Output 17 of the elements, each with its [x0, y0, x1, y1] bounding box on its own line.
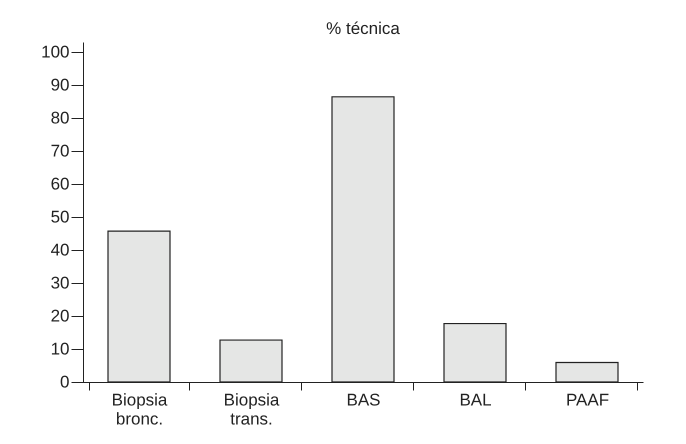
- y-tick-label: 20: [50, 306, 70, 326]
- y-tick-label: 60: [50, 174, 70, 194]
- y-tick-label: 50: [50, 207, 70, 226]
- y-tick-label: 80: [50, 108, 70, 128]
- x-tick-label: BAS: [346, 390, 381, 410]
- x-tick-label: Biopsia bronc.: [112, 390, 168, 428]
- y-tick-label: 10: [50, 339, 70, 358]
- x-tick-label: Biopsia trans.: [224, 390, 280, 428]
- chart-title: % técnica: [326, 19, 400, 38]
- y-tick-label: 40: [50, 240, 70, 260]
- x-tick-label: BAL: [459, 390, 492, 410]
- y-tick-label: 30: [50, 273, 70, 292]
- y-tick-label: 100: [41, 42, 70, 62]
- y-tick-label: 70: [50, 141, 70, 160]
- y-tick-label: 0: [60, 372, 70, 392]
- x-tick-label: PAAF: [566, 390, 610, 410]
- y-tick-label: 90: [50, 75, 70, 94]
